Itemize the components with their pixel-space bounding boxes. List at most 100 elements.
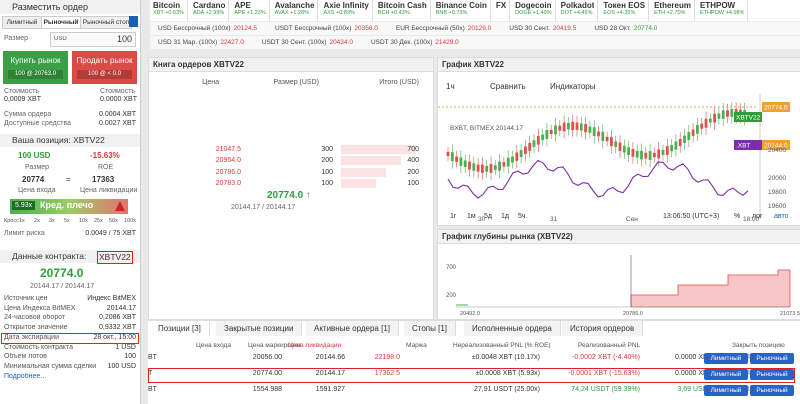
position-title: Ваша позиция: XBTV22 <box>0 134 140 147</box>
ticker[interactable]: Cardano ADA +2.99% <box>190 0 230 21</box>
y-tick-label: 700 <box>446 265 457 271</box>
cross-option[interactable]: 100x <box>124 218 136 224</box>
candle <box>511 156 514 163</box>
price-tag-label: 20144.0 <box>764 143 788 150</box>
ticker-name: Binance Coin <box>435 1 487 10</box>
candle <box>618 142 622 151</box>
depth-panel: График глубины рынка (XBTV22) 700 200 20492… <box>437 229 800 320</box>
candle <box>653 152 656 158</box>
order-tab[interactable]: Лимитный <box>2 16 42 29</box>
contract-marks: 20144.17 / 20144.17 <box>30 283 95 290</box>
range-button[interactable]: 1м <box>467 213 476 220</box>
position-cell: 20144.17 <box>315 370 345 377</box>
contract-chip[interactable]: USD Бессрочный (100x) 20124.5 <box>150 25 257 32</box>
ticker-name: Токен EOS <box>603 1 646 10</box>
cross-option[interactable]: 25x <box>94 218 103 224</box>
cross-option[interactable]: 2x <box>34 218 40 224</box>
candle <box>446 152 450 156</box>
contract-chip[interactable]: USDT 30 Сент. (100x) 20434.0 <box>254 39 353 46</box>
ticker[interactable]: Токен EOS EOS +4.35% <box>600 0 650 21</box>
candle <box>515 152 519 161</box>
buy-button[interactable]: Купить рынок 100 @ 20763.0 <box>3 51 68 84</box>
close-button[interactable]: Лимитный <box>704 385 748 396</box>
candle <box>549 129 553 135</box>
indicators[interactable]: Индикаторы <box>550 82 596 91</box>
ticker[interactable]: Avalanche AVAX +1.28% <box>272 0 319 21</box>
ticker[interactable]: Bitcoin Cash BCH +0.43% <box>375 0 431 21</box>
contract-chip[interactable]: EUR Бессрочный (50x) 20129.0 <box>388 25 491 32</box>
ticker-change: EOS +4.35% <box>603 10 636 16</box>
positions-tab[interactable]: Стопы [1] <box>404 321 456 336</box>
close-button[interactable]: Лимитный <box>704 353 748 364</box>
pct-toggle[interactable]: % <box>734 213 741 220</box>
ticker-bar: Bitcoin XBT +0.63% Cardano ADA +2.99% APE APE… <box>150 0 800 21</box>
positions-tab[interactable]: Активные ордера [1] <box>306 321 399 336</box>
size-caption: Размер <box>25 164 50 171</box>
candle <box>450 152 454 162</box>
total-value: 0.0004 XBT <box>99 111 136 118</box>
cross-option[interactable]: Кросс <box>4 218 19 224</box>
contract-chip[interactable]: USD 28 Окт. 20774.0 <box>586 25 657 32</box>
auto-toggle[interactable]: авто <box>774 213 789 220</box>
ticker-change: ADA +2.99% <box>192 10 225 16</box>
cross-option[interactable]: 1x <box>19 218 25 224</box>
cross-option[interactable]: 5x <box>64 218 70 224</box>
more-link[interactable]: Подробнее... <box>4 373 47 380</box>
depth-bar <box>341 156 401 166</box>
contract-name: USD Бессрочный (100x) <box>158 25 231 32</box>
range-button[interactable]: 5ч. <box>518 213 528 220</box>
buy-label: Купить рынок <box>10 56 61 65</box>
sell-button[interactable]: Продать рынок 100 @ < 0.0 <box>72 51 137 84</box>
positions-tab[interactable]: История ордеров <box>562 321 644 336</box>
ticker[interactable]: Ethereum ETH +2.70% <box>651 0 695 21</box>
ticker[interactable]: ETHPOW ETHPOW +4.98% <box>697 0 749 21</box>
contract-chip[interactable]: USDT Бессрочный (100x) 20356.0 <box>267 25 378 32</box>
contract-chip[interactable]: USD 30 Сент. 20419.5 <box>501 25 576 32</box>
range-button[interactable]: 1г <box>450 213 457 220</box>
y-tick-label: 19600 <box>768 203 786 210</box>
positions-tab[interactable]: Закрытые позиции <box>216 321 303 336</box>
ticker[interactable]: Bitcoin XBT +0.63% <box>150 0 188 21</box>
close-button[interactable]: Рыночный <box>750 385 794 396</box>
close-button[interactable]: Лимитный <box>704 369 748 380</box>
ask-area <box>630 269 791 308</box>
contract-chip[interactable]: USDT 30 Дек. (100x) 21429.0 <box>363 39 459 46</box>
ticker-name: Axie Infinity <box>323 1 369 10</box>
index-line <box>447 159 749 199</box>
close-button[interactable]: Рыночный <box>750 353 794 364</box>
cross-option[interactable]: 10x <box>79 218 88 224</box>
order-tab[interactable]: Рыночный стоп <box>80 16 132 29</box>
ask-total: 400 <box>407 157 419 165</box>
interval[interactable]: 1ч <box>446 82 455 91</box>
contract-value: 0,9332 XBT <box>99 324 136 332</box>
order-tab[interactable]: Рыночный <box>41 16 81 29</box>
range-button[interactable]: 5д <box>484 213 492 220</box>
ticker[interactable]: FX <box>493 0 511 21</box>
close-button[interactable]: Рыночный <box>750 369 794 380</box>
ticker-name: Ethereum <box>654 1 691 10</box>
compare[interactable]: Сравнить <box>490 82 526 91</box>
ticker-change: ETH +2.70% <box>654 10 686 16</box>
contract-value: 100 <box>124 353 136 361</box>
ticker-change: DOT +4.45% <box>560 10 593 16</box>
ticker[interactable]: APE APE +1.23% <box>231 0 270 21</box>
contract-price: 20434.0 <box>329 39 353 46</box>
sell-label: Продать рынок <box>76 56 133 65</box>
log-toggle[interactable]: лог <box>752 213 763 220</box>
ticker[interactable]: Dogecoin DOGE +1.49% <box>512 0 556 21</box>
cross-option[interactable]: 50x <box>109 218 118 224</box>
cross-option[interactable]: 3x <box>49 218 55 224</box>
candle <box>502 162 506 167</box>
ticker[interactable]: Polkadot DOT +4.45% <box>558 0 599 21</box>
column-header: Цена маркировки <box>248 342 301 349</box>
cost-label: Стоимость <box>4 88 40 95</box>
contract-chip[interactable]: USD 31 Мар. (100x) 22427.0 <box>150 39 244 46</box>
positions-tab[interactable]: Позиции [3] <box>150 321 210 336</box>
candle <box>678 138 682 147</box>
range-button[interactable]: 1д <box>501 213 509 220</box>
positions-tab[interactable]: Исполненные ордера <box>464 321 561 336</box>
ticker[interactable]: Binance Coin BNB +0.73% <box>433 0 491 21</box>
ticker[interactable]: Axie Infinity AXS +0.89% <box>320 0 373 21</box>
position-cell: 0.0000 XBT <box>675 354 712 361</box>
